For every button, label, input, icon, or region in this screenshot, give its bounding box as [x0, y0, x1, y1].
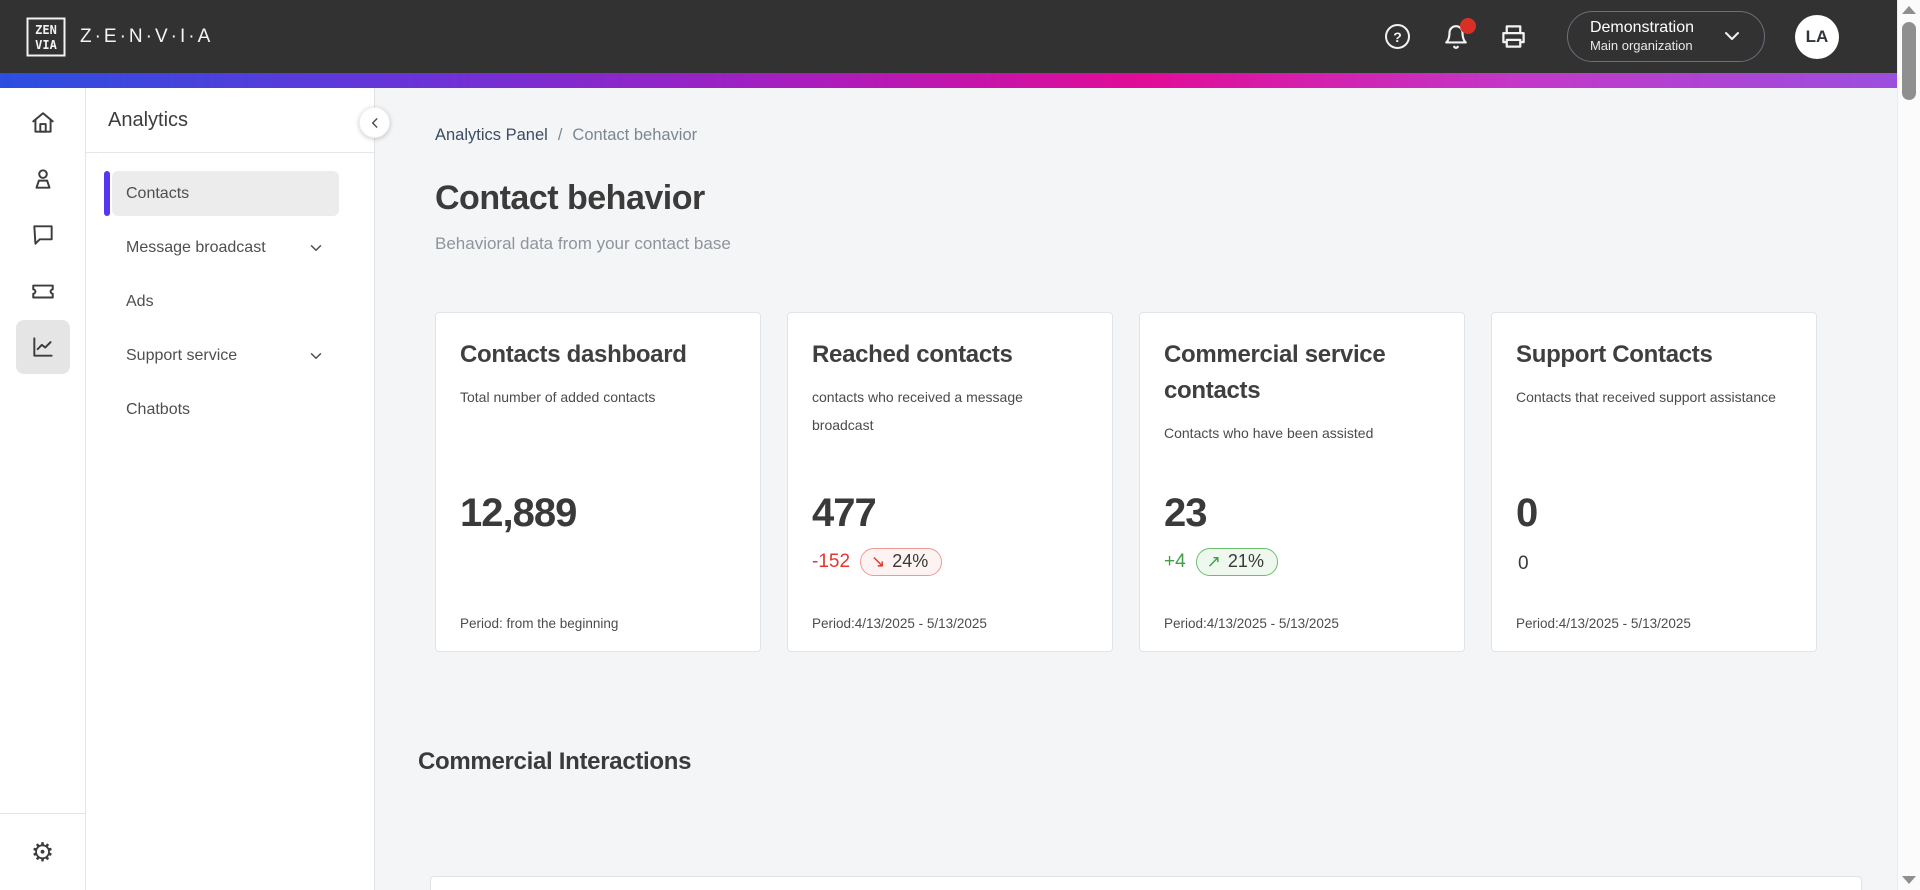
help-icon[interactable]: ?	[1383, 22, 1413, 52]
svg-text:ZEN: ZEN	[35, 23, 57, 37]
avatar[interactable]: LA	[1795, 14, 1839, 59]
page-subtitle: Behavioral data from your contact base	[435, 234, 731, 253]
home-icon	[31, 112, 54, 133]
page-title: Contact behavior	[435, 179, 705, 217]
card-value: 0	[1516, 491, 1538, 535]
trend-badge: ↘ 24%	[860, 548, 943, 576]
breadcrumb-separator: /	[557, 126, 563, 144]
collapse-sidebar-button[interactable]	[359, 107, 390, 138]
chevron-down-icon	[1720, 24, 1744, 48]
card-value: 23	[1164, 491, 1207, 535]
sidebar-header: Analytics	[86, 88, 374, 153]
sidebar-item-label: Ads	[126, 292, 154, 310]
delta-value: +4	[1164, 551, 1186, 572]
sidebar-title: Analytics	[108, 108, 189, 131]
sidebar-item-label: Chatbots	[126, 400, 191, 418]
svg-text:?: ?	[1394, 29, 1403, 45]
card-period: Period:4/13/2025 - 5/13/2025	[1516, 616, 1691, 631]
active-item-indicator	[104, 171, 110, 216]
breadcrumb-current: Contact behavior	[572, 126, 698, 144]
delta-value: -152	[812, 551, 851, 572]
card-period: Period:4/13/2025 - 5/13/2025	[812, 616, 987, 631]
rail-item-tickets[interactable]	[16, 264, 70, 318]
ticket-icon	[31, 284, 54, 299]
sidebar-item-support-service[interactable]: Support service	[112, 333, 339, 378]
sidebar-nav: Contacts Message broadcast Ads Support s…	[86, 153, 374, 432]
stat-cards-row: Contacts dashboard Total number of added…	[435, 312, 1897, 652]
settings-icon[interactable]: ⚙	[30, 837, 55, 867]
chevron-down-icon	[310, 352, 322, 359]
trend-percentage: 24%	[892, 551, 929, 571]
rail-item-conversations[interactable]	[16, 208, 70, 262]
page-scrollbar[interactable]	[1897, 0, 1920, 890]
section-title-commercial-interactions: Commercial Interactions	[418, 748, 692, 775]
breadcrumb-analytics-panel[interactable]: Analytics Panel	[435, 126, 548, 144]
card-support-contacts: Support Contacts Contacts that received …	[1491, 312, 1817, 652]
sidebar-item-label: Contacts	[126, 184, 190, 202]
sidebar-item-label: Support service	[126, 346, 238, 364]
brand-wordmark: Z·E·N·V·I·A	[80, 25, 214, 47]
sidebar-item-label: Message broadcast	[126, 238, 266, 256]
rail-item-analytics[interactable]	[15, 320, 70, 374]
top-bar-actions: ? Demonstration Main organization	[1355, 10, 1871, 63]
organization-subtitle: Main organization	[1589, 37, 1693, 53]
sidebar-item-ads[interactable]: Ads	[112, 279, 339, 324]
scrollbar-thumb[interactable]	[1902, 22, 1916, 100]
card-period: Period: from the beginning	[460, 616, 619, 631]
zenvia-logo-icon: ZEN VIA	[26, 17, 66, 57]
scrollbar-down-arrow[interactable]	[1902, 876, 1916, 884]
brand-gradient-bar	[0, 73, 1897, 88]
chevron-left-icon	[371, 117, 377, 128]
sidebar-item-message-broadcast[interactable]: Message broadcast	[112, 225, 339, 270]
organization-switcher[interactable]: Demonstration Main organization	[1566, 10, 1765, 63]
sidebar-item-chatbots[interactable]: Chatbots	[112, 387, 339, 432]
primary-nav-rail: ⚙	[0, 88, 86, 890]
card-title: Commercial service contacts	[1164, 341, 1386, 404]
card-title: Support Contacts	[1516, 341, 1713, 368]
card-value: 477	[812, 491, 877, 535]
trend-badge: ↗ 21%	[1195, 548, 1278, 576]
commercial-interactions-card	[430, 876, 1862, 890]
rail-item-home[interactable]	[16, 96, 70, 150]
sidebar-item-contacts[interactable]: Contacts	[104, 171, 339, 216]
breadcrumb: Analytics Panel / Contact behavior	[435, 126, 1897, 145]
card-commercial-service-contacts: Commercial service contacts Contacts who…	[1139, 312, 1465, 652]
card-delta-row: +4 ↗ 21%	[1164, 548, 1278, 576]
print-icon[interactable]	[1499, 22, 1529, 52]
card-period: Period:4/13/2025 - 5/13/2025	[1164, 616, 1339, 631]
analytics-icon	[32, 337, 53, 357]
conversations-icon	[32, 225, 53, 245]
organization-labels: Demonstration Main organization	[1590, 18, 1694, 54]
card-reached-contacts: Reached contacts contacts who received a…	[787, 312, 1113, 652]
card-description: contacts who received a message broadcas…	[812, 389, 1023, 433]
rail-item-contacts[interactable]	[16, 152, 70, 206]
card-delta-row: -152 ↘ 24%	[812, 548, 943, 576]
top-bar: ZEN VIA Z·E·N·V·I·A ?	[0, 0, 1897, 73]
card-secondary-value: 0	[1518, 553, 1529, 574]
contacts-icon	[35, 169, 50, 189]
chevron-down-icon	[310, 244, 322, 251]
notification-badge	[1459, 17, 1476, 34]
card-value: 12,889	[460, 491, 577, 535]
trend-up-arrow-icon: ↗	[1206, 551, 1221, 571]
rail-bottom: ⚙	[0, 813, 85, 890]
card-description: Total number of added contacts	[460, 389, 656, 405]
main-content: Analytics Panel / Contact behavior Conta…	[375, 88, 1897, 890]
card-title: Reached contacts	[812, 341, 1013, 368]
analytics-sidebar: Analytics Contacts Message broadcast Ads…	[86, 88, 390, 890]
organization-name: Demonstration	[1589, 18, 1694, 36]
scrollbar-up-arrow[interactable]	[1902, 6, 1916, 14]
trend-percentage: 21%	[1227, 551, 1264, 571]
card-title: Contacts dashboard	[460, 341, 687, 368]
notifications-icon[interactable]	[1441, 17, 1476, 52]
card-description: Contacts that received support assistanc…	[1516, 389, 1776, 405]
trend-down-arrow-icon: ↘	[871, 551, 886, 571]
svg-text:VIA: VIA	[35, 38, 57, 52]
card-contacts-dashboard: Contacts dashboard Total number of added…	[435, 312, 761, 652]
app-body: ⚙ Analytics Contacts Message broadcast	[0, 88, 1897, 890]
card-description: Contacts who have been assisted	[1164, 425, 1374, 441]
